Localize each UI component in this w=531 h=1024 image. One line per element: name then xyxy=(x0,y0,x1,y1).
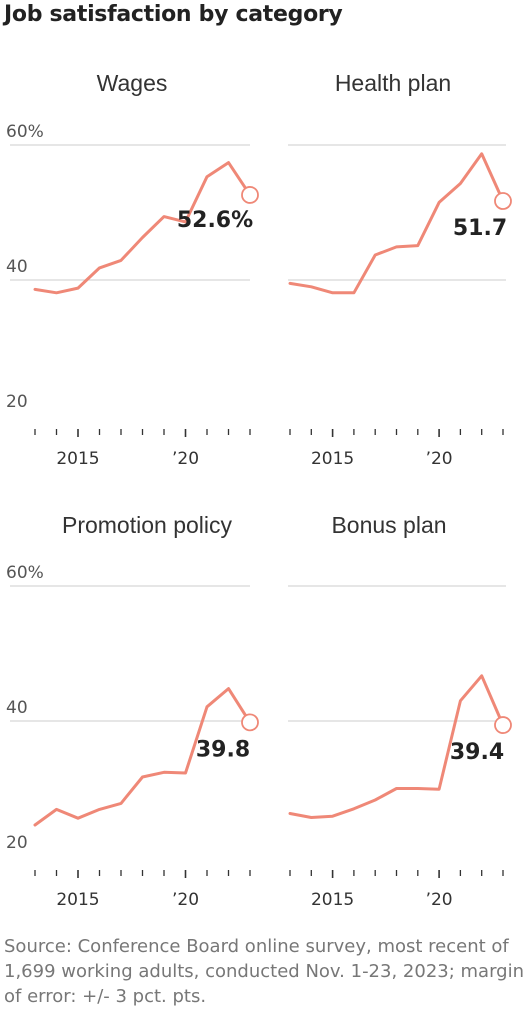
endpoint-marker xyxy=(241,186,259,204)
page-title: Job satisfaction by category xyxy=(4,2,343,27)
endpoint-value-label: 51.7 xyxy=(453,216,507,241)
x-tick-label: ’20 xyxy=(172,890,199,910)
endpoint-marker xyxy=(494,192,512,210)
y-tick-label: 20 xyxy=(6,833,28,853)
source-note: Source: Conference Board online survey, … xyxy=(4,936,524,1007)
y-tick-label: 60% xyxy=(6,122,44,142)
y-tick-label: 20 xyxy=(6,392,28,412)
x-tick-label: ’20 xyxy=(426,449,453,469)
panel-title-promotion-policy: Promotion policy xyxy=(61,512,233,538)
panel-title-health-plan: Health plan xyxy=(334,70,452,96)
x-tick-label: 2015 xyxy=(56,449,99,469)
endpoint-value-label: 52.6% xyxy=(177,208,253,233)
series-line xyxy=(288,152,505,295)
endpoint-marker xyxy=(494,716,512,734)
panel-title-wages: Wages xyxy=(96,70,168,96)
x-tick-label: 2015 xyxy=(56,890,99,910)
y-tick-label: 40 xyxy=(6,257,28,277)
y-tick-label: 40 xyxy=(6,698,28,718)
panel-title-bonus-plan: Bonus plan xyxy=(331,512,447,538)
series-line xyxy=(33,161,252,295)
x-tick-label: 2015 xyxy=(311,890,354,910)
x-tick-label: 2015 xyxy=(311,449,354,469)
x-tick-label: ’20 xyxy=(172,449,199,469)
endpoint-value-label: 39.4 xyxy=(450,740,504,765)
series-line xyxy=(288,674,505,819)
endpoint-marker xyxy=(241,713,259,732)
endpoint-value-label: 39.8 xyxy=(196,737,250,762)
series-line xyxy=(33,687,252,827)
x-tick-label: ’20 xyxy=(426,890,453,910)
y-tick-label: 60% xyxy=(6,563,44,583)
charts-canvas: 60% 40 20 2015 ’20 52.6% 2015 ’20 51.7 60% 40 20 201… xyxy=(6,122,512,910)
